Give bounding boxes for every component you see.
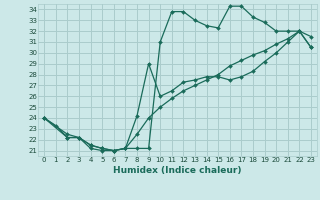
X-axis label: Humidex (Indice chaleur): Humidex (Indice chaleur) <box>113 166 242 175</box>
